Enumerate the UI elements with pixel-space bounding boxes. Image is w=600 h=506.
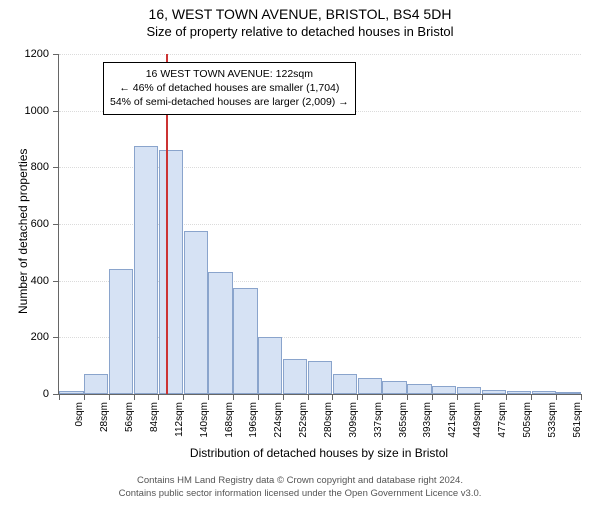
y-tick bbox=[53, 111, 59, 112]
x-tick bbox=[407, 394, 408, 400]
histogram-bar bbox=[358, 378, 382, 394]
y-tick-label: 1000 bbox=[25, 105, 49, 117]
histogram-bar bbox=[382, 381, 406, 394]
histogram-bar bbox=[159, 150, 183, 394]
histogram-bar bbox=[184, 231, 208, 394]
chart-subtitle: Size of property relative to detached ho… bbox=[0, 24, 600, 39]
x-tick-label: 224sqm bbox=[273, 402, 284, 438]
info-line-1: 16 WEST TOWN AVENUE: 122sqm bbox=[110, 67, 349, 81]
chart-title: 16, WEST TOWN AVENUE, BRISTOL, BS4 5DH bbox=[0, 6, 600, 22]
chart-area: 0200400600800100012000sqm28sqm56sqm84sqm… bbox=[58, 54, 580, 394]
x-tick bbox=[84, 394, 85, 400]
histogram-bar bbox=[507, 391, 531, 394]
x-tick-label: 505sqm bbox=[522, 402, 533, 438]
x-tick bbox=[382, 394, 383, 400]
footer-line-2: Contains public sector information licen… bbox=[0, 488, 600, 500]
x-tick bbox=[432, 394, 433, 400]
x-tick-label: 449sqm bbox=[472, 402, 483, 438]
x-tick bbox=[506, 394, 507, 400]
x-tick bbox=[556, 394, 557, 400]
x-tick-label: 0sqm bbox=[74, 402, 85, 426]
histogram-bar bbox=[333, 374, 357, 394]
x-tick-label: 112sqm bbox=[174, 402, 185, 437]
histogram-bar bbox=[556, 392, 580, 394]
y-tick bbox=[53, 281, 59, 282]
info-box: 16 WEST TOWN AVENUE: 122sqm ← 46% of det… bbox=[103, 62, 356, 115]
histogram-bar bbox=[308, 361, 332, 394]
y-tick-label: 600 bbox=[31, 218, 49, 230]
info-line-3: 54% of semi-detached houses are larger (… bbox=[110, 95, 349, 109]
x-tick-label: 337sqm bbox=[373, 402, 384, 438]
y-tick bbox=[53, 337, 59, 338]
x-tick bbox=[59, 394, 60, 400]
x-tick bbox=[109, 394, 110, 400]
footer-attribution: Contains HM Land Registry data © Crown c… bbox=[0, 475, 600, 500]
x-axis-title: Distribution of detached houses by size … bbox=[58, 446, 580, 460]
x-tick bbox=[258, 394, 259, 400]
y-tick bbox=[53, 167, 59, 168]
histogram-bar bbox=[84, 374, 108, 394]
x-tick bbox=[233, 394, 234, 400]
histogram-bar bbox=[109, 269, 133, 394]
histogram-bar bbox=[283, 359, 307, 394]
x-tick bbox=[183, 394, 184, 400]
y-tick-label: 200 bbox=[31, 331, 49, 343]
y-tick-label: 0 bbox=[43, 388, 49, 400]
y-tick bbox=[53, 224, 59, 225]
histogram-bar bbox=[59, 391, 83, 394]
histogram-bar bbox=[432, 386, 456, 395]
x-tick-label: 561sqm bbox=[572, 402, 583, 438]
x-tick-label: 393sqm bbox=[422, 402, 433, 438]
histogram-bar bbox=[532, 391, 556, 394]
info-line-2: ← 46% of detached houses are smaller (1,… bbox=[110, 81, 349, 95]
grid-line bbox=[59, 54, 581, 55]
x-tick bbox=[332, 394, 333, 400]
x-tick-label: 365sqm bbox=[398, 402, 409, 438]
histogram-bar bbox=[134, 146, 158, 394]
y-axis-title: Number of detached properties bbox=[16, 149, 30, 314]
x-tick bbox=[457, 394, 458, 400]
x-tick-label: 140sqm bbox=[199, 402, 210, 438]
histogram-bar bbox=[407, 384, 431, 394]
x-tick-label: 168sqm bbox=[224, 402, 235, 438]
x-tick-label: 309sqm bbox=[348, 402, 359, 438]
x-tick-label: 280sqm bbox=[323, 402, 334, 438]
footer-line-1: Contains HM Land Registry data © Crown c… bbox=[0, 475, 600, 487]
x-tick-label: 56sqm bbox=[124, 402, 135, 432]
histogram-bar bbox=[482, 390, 506, 394]
x-tick-label: 421sqm bbox=[447, 402, 458, 438]
histogram-bar bbox=[208, 272, 232, 394]
x-tick-label: 477sqm bbox=[497, 402, 508, 438]
x-tick bbox=[208, 394, 209, 400]
histogram-bar bbox=[457, 387, 481, 394]
x-tick-label: 533sqm bbox=[547, 402, 558, 438]
x-tick bbox=[531, 394, 532, 400]
x-tick bbox=[308, 394, 309, 400]
y-tick-label: 800 bbox=[31, 161, 49, 173]
y-tick bbox=[53, 54, 59, 55]
x-tick-label: 196sqm bbox=[248, 402, 259, 438]
x-tick bbox=[134, 394, 135, 400]
histogram-bar bbox=[258, 337, 282, 394]
x-tick bbox=[158, 394, 159, 400]
x-tick bbox=[581, 394, 582, 400]
x-tick-label: 84sqm bbox=[149, 402, 160, 432]
y-tick-label: 400 bbox=[31, 275, 49, 287]
y-tick-label: 1200 bbox=[25, 48, 49, 60]
x-tick-label: 252sqm bbox=[298, 402, 309, 438]
x-tick bbox=[283, 394, 284, 400]
x-tick bbox=[482, 394, 483, 400]
histogram-bar bbox=[233, 288, 257, 394]
x-tick-label: 28sqm bbox=[99, 402, 110, 432]
x-tick bbox=[357, 394, 358, 400]
